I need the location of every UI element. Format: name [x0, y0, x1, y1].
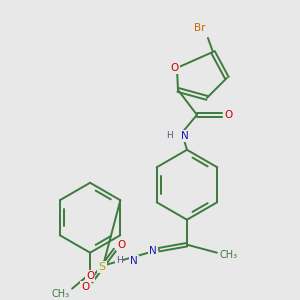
Text: O: O: [86, 271, 94, 281]
Text: O: O: [171, 63, 179, 73]
Text: N: N: [149, 246, 157, 256]
Text: H: H: [167, 131, 173, 140]
Text: N: N: [130, 256, 138, 266]
Text: H: H: [116, 256, 122, 265]
Text: O: O: [117, 240, 125, 250]
Text: CH₃: CH₃: [51, 289, 69, 298]
Text: N: N: [181, 131, 189, 141]
Text: O: O: [81, 282, 89, 292]
Text: S: S: [98, 262, 106, 272]
Text: Br: Br: [194, 23, 206, 33]
Text: CH₃: CH₃: [220, 250, 238, 260]
Text: O: O: [225, 110, 233, 120]
